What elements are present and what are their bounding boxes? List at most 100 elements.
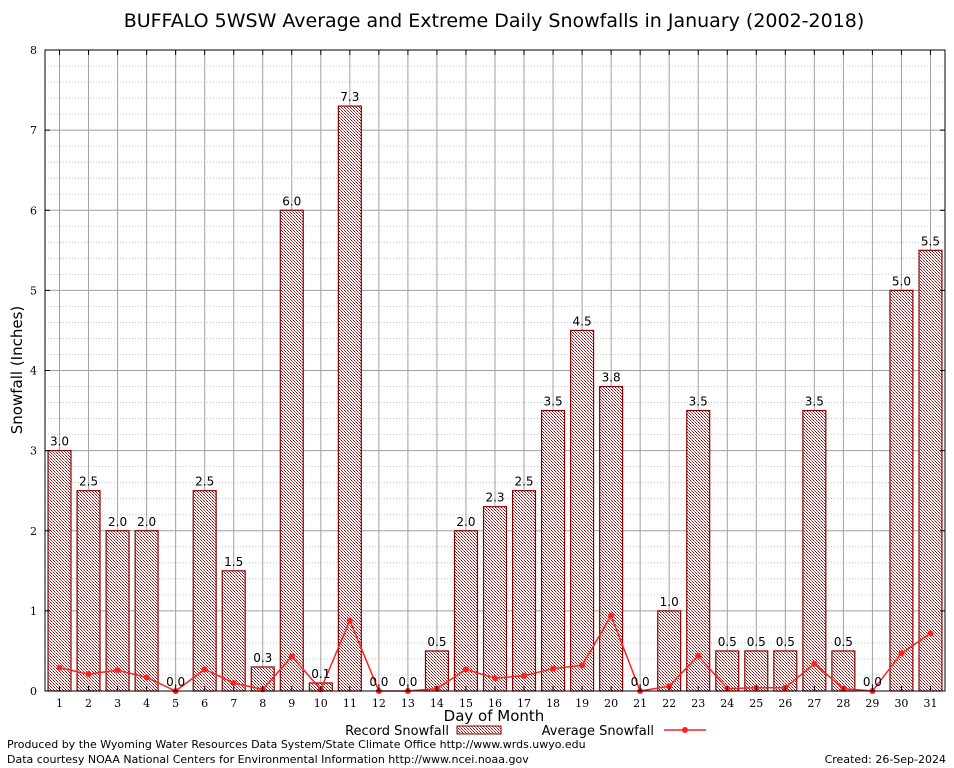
- record-data-label: 2.5: [195, 475, 214, 489]
- average-point: [608, 612, 615, 619]
- label-layer: 3.0 2.5 2.0 2.0 0.0 2.5 1.5 0.3 6.0 0.1 7.3 0.0 0.0 0…: [50, 90, 940, 689]
- record-data-label: 2.5: [514, 475, 533, 489]
- x-tick-label: 6: [201, 697, 208, 710]
- x-tick-label: 20: [604, 697, 618, 710]
- x-tick-label: 30: [894, 697, 908, 710]
- x-tick-label: 31: [923, 697, 937, 710]
- record-data-label: 3.5: [544, 395, 563, 409]
- record-data-label: 6.0: [282, 194, 301, 208]
- average-point: [927, 630, 934, 637]
- record-data-label: 0.0: [166, 675, 185, 689]
- x-tick-label: 19: [575, 697, 589, 710]
- record-data-label: 0.5: [427, 635, 446, 649]
- average-point: [462, 666, 469, 673]
- bar-layer: [47, 105, 943, 692]
- y-axis-label: Snowfall (Inches): [8, 306, 26, 434]
- x-tick-label: 14: [430, 697, 444, 710]
- average-point: [288, 653, 295, 660]
- average-point: [811, 660, 818, 667]
- record-bar: [918, 249, 943, 692]
- x-tick-label: 27: [807, 697, 821, 710]
- average-point: [492, 675, 498, 682]
- record-data-label: 3.8: [602, 371, 621, 385]
- record-bar: [192, 490, 217, 692]
- x-tick-label: 15: [459, 697, 473, 710]
- record-bar: [337, 105, 362, 692]
- record-data-label: 2.3: [485, 491, 504, 505]
- record-bar: [831, 650, 856, 692]
- y-tick-label: 2: [30, 525, 37, 538]
- record-data-label: 0.0: [631, 675, 650, 689]
- record-bar: [599, 385, 624, 692]
- record-data-label: 0.5: [776, 635, 795, 649]
- record-data-label: 0.5: [718, 635, 737, 649]
- record-data-label: 2.0: [108, 515, 127, 529]
- average-point: [230, 679, 237, 686]
- record-bar: [482, 506, 508, 692]
- x-tick-label: 3: [114, 697, 121, 710]
- footer-produced-by: Produced by the Wyoming Water Resources …: [7, 738, 586, 751]
- legend: Record Snowfall Average Snowfall: [345, 724, 706, 739]
- record-data-label: 3.5: [805, 395, 824, 409]
- record-bar: [657, 610, 682, 692]
- x-tick-label: 22: [662, 697, 676, 710]
- record-bar: [134, 530, 159, 692]
- footer-created: Created: 26-Sep-2024: [824, 753, 946, 766]
- record-data-label: 5.5: [921, 234, 940, 248]
- x-tick-label: 18: [546, 697, 560, 710]
- record-bar: [570, 329, 595, 692]
- record-data-label: 3.0: [50, 435, 69, 449]
- record-data-label: 4.5: [573, 314, 592, 328]
- x-tick-label: 11: [343, 697, 357, 710]
- record-data-label: 2.5: [79, 475, 98, 489]
- record-bar: [424, 650, 450, 692]
- record-data-label: 0.0: [369, 675, 388, 689]
- record-bar: [76, 490, 101, 692]
- x-tick-label: 24: [720, 697, 734, 710]
- y-tick-label: 4: [30, 365, 37, 378]
- legend-average-marker: [682, 727, 688, 733]
- x-tick-label: 4: [143, 697, 150, 710]
- x-tick-label: 1: [56, 697, 63, 710]
- y-tick-label: 3: [30, 445, 37, 458]
- record-data-label: 2.0: [456, 515, 475, 529]
- x-tick-label: 23: [691, 697, 705, 710]
- record-bar: [686, 409, 711, 692]
- average-point: [114, 667, 121, 674]
- average-point: [579, 662, 586, 669]
- footer-data-courtesy: Data courtesy NOAA National Centers for …: [7, 753, 529, 766]
- record-data-label: 5.0: [892, 274, 911, 288]
- record-bar: [221, 570, 246, 692]
- x-tick-label: 26: [778, 697, 792, 710]
- record-data-label: 3.5: [689, 395, 708, 409]
- record-bar: [511, 490, 537, 692]
- y-tick-label: 5: [30, 284, 37, 297]
- average-point: [898, 650, 905, 657]
- record-bar: [802, 409, 827, 692]
- x-tick-label: 28: [836, 697, 850, 710]
- x-tick-label: 21: [633, 697, 647, 710]
- average-point: [201, 666, 208, 673]
- legend-record-label: Record Snowfall: [345, 724, 449, 739]
- record-bar: [540, 409, 566, 692]
- x-tick-label: 9: [288, 697, 295, 710]
- record-data-label: 0.5: [834, 635, 853, 649]
- average-point: [346, 617, 353, 624]
- average-point: [85, 671, 92, 678]
- average-point: [695, 652, 702, 659]
- y-tick-label: 8: [30, 44, 37, 57]
- record-bar: [715, 650, 740, 692]
- x-tick-label: 5: [172, 697, 179, 710]
- x-tick-label: 7: [230, 697, 237, 710]
- x-tick-label: 29: [865, 697, 879, 710]
- x-tick-label: 12: [372, 697, 386, 710]
- record-data-label: 2.0: [137, 515, 156, 529]
- record-data-label: 0.3: [253, 651, 272, 665]
- y-tick-label: 7: [30, 124, 37, 137]
- record-data-label: 0.5: [747, 635, 766, 649]
- record-data-label: 1.5: [224, 555, 243, 569]
- average-point: [143, 674, 150, 681]
- record-data-label: 0.1: [311, 667, 330, 681]
